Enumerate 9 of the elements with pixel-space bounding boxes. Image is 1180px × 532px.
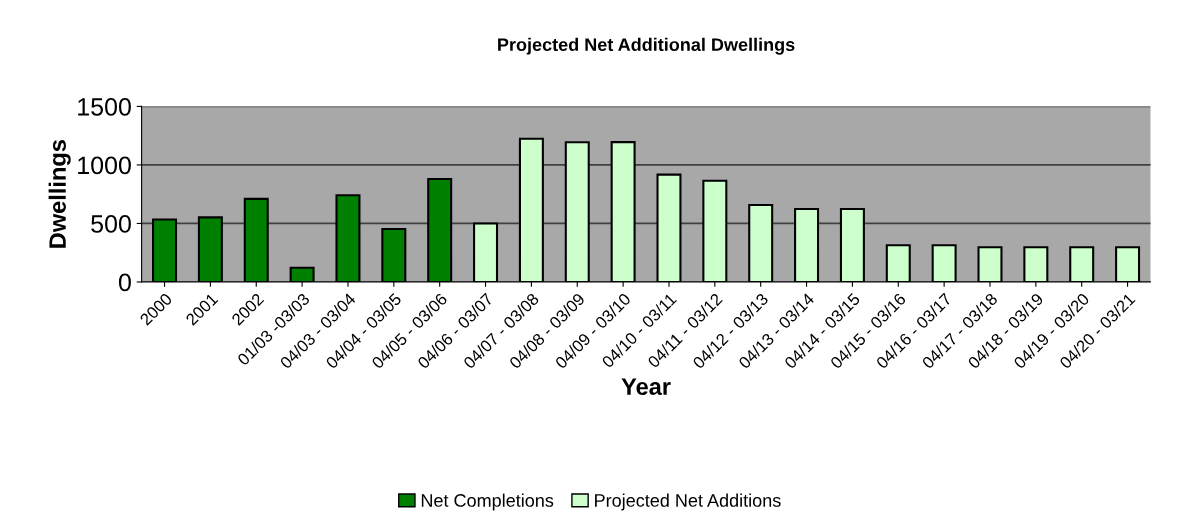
chart-title: Projected Net Additional Dwellings	[498, 37, 795, 55]
legend-label: Net Completions	[421, 493, 554, 511]
y-tick-label: 500	[91, 215, 131, 233]
legend-label: Projected Net Additions	[595, 493, 781, 511]
y-tick-label: 0	[118, 273, 131, 292]
y-tick-label: 1000	[78, 156, 131, 175]
x-axis-title: Year	[621, 378, 671, 396]
y-tick-label: 1500	[78, 98, 131, 116]
y-axis-title: Dwellings	[48, 140, 71, 248]
